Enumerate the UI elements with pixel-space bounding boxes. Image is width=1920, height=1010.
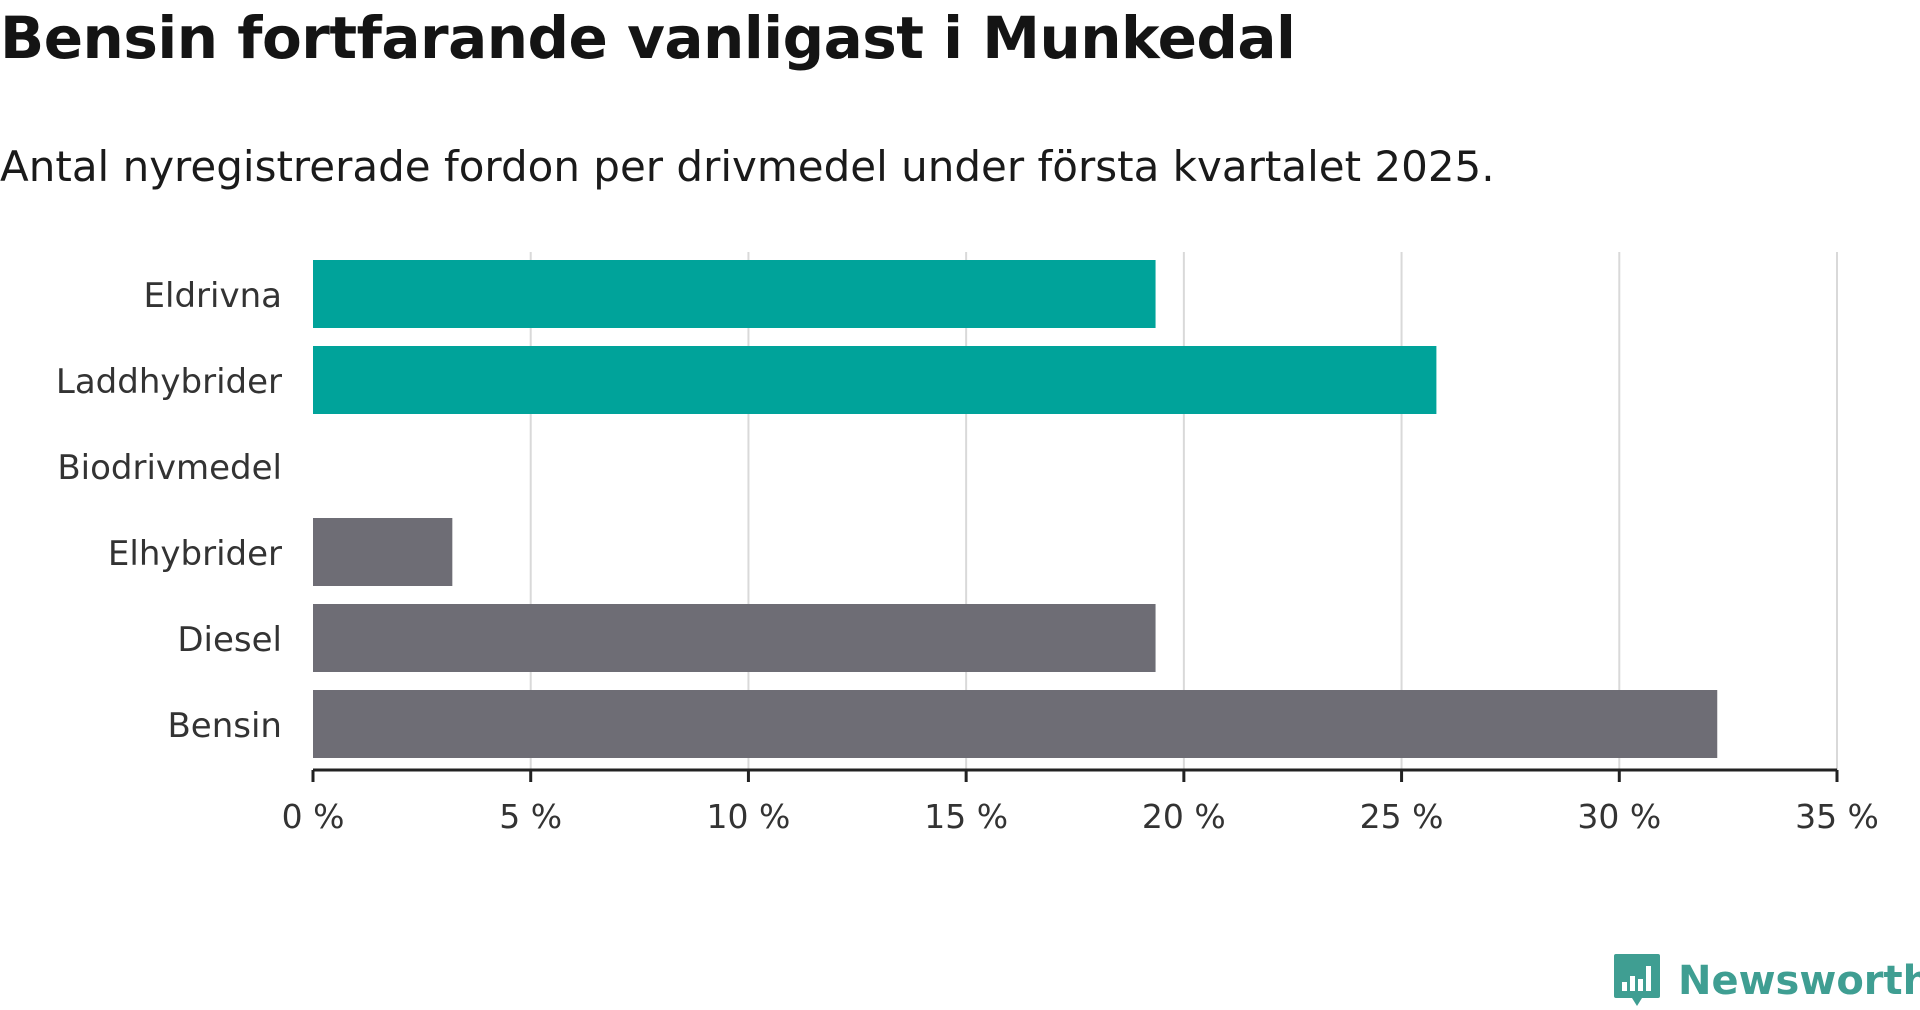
- category-label: Laddhybrider: [56, 362, 282, 402]
- x-tick-label: 35 %: [1795, 797, 1879, 836]
- x-tick-label: 15 %: [924, 797, 1008, 836]
- chart-subtitle: Antal nyregistrerade fordon per drivmede…: [0, 142, 1495, 191]
- x-tick-label: 20 %: [1142, 797, 1226, 836]
- logo-text: Newsworthy: [1678, 958, 1920, 1004]
- bar-elhybrider: [313, 518, 453, 586]
- x-tick-label: 5 %: [499, 797, 562, 836]
- x-tick-label: 30 %: [1577, 797, 1661, 836]
- bar-laddhybrider: [313, 346, 1437, 414]
- bar-diesel: [313, 604, 1156, 672]
- bar-chart: Eldrivna Laddhybrider Biodrivmedel Elhybrid…: [56, 252, 1879, 836]
- category-label: Bensin: [167, 706, 282, 746]
- chart-title: Bensin fortfarande vanligast i Munkedal: [0, 4, 1296, 72]
- category-label: Biodrivmedel: [57, 448, 282, 488]
- x-tick-label: 0 %: [282, 797, 345, 836]
- x-tick-label: 25 %: [1360, 797, 1444, 836]
- category-label: Diesel: [177, 620, 282, 660]
- bar-bensin: [313, 690, 1718, 758]
- newsworthy-bar-chart-icon: [1614, 954, 1660, 1006]
- newsworthy-logo: Newsworthy: [1612, 952, 1920, 1010]
- bar-eldrivna: [313, 260, 1156, 328]
- category-label: Eldrivna: [144, 276, 282, 316]
- category-label: Elhybrider: [108, 534, 282, 574]
- x-tick-label: 10 %: [707, 797, 791, 836]
